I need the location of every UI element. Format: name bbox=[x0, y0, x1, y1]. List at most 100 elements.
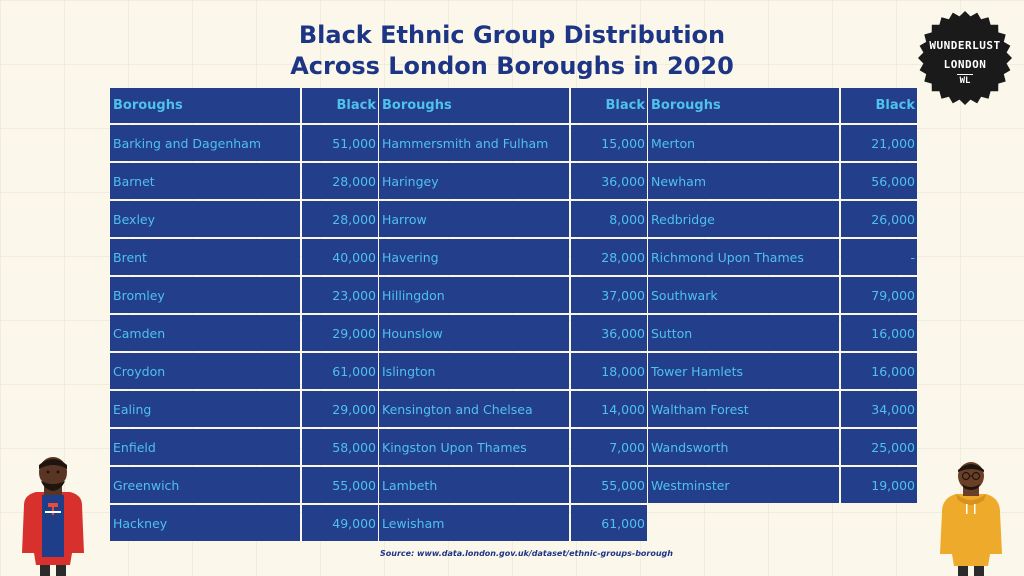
logo-mark: WL bbox=[959, 76, 971, 86]
table-header-row: Boroughs Black bbox=[110, 88, 378, 123]
borough-name: Newham bbox=[648, 163, 839, 199]
borough-name: Kingston Upon Thames bbox=[379, 429, 569, 465]
borough-name: Sutton bbox=[648, 315, 839, 351]
black-population-value: 56,000 bbox=[841, 163, 917, 199]
table-row: Greenwich 55,000 bbox=[110, 467, 378, 503]
borough-name: Barnet bbox=[110, 163, 300, 199]
black-population-value: 23,000 bbox=[302, 277, 378, 313]
black-population-value: 21,000 bbox=[841, 125, 917, 161]
column-header-black: Black bbox=[302, 88, 378, 123]
borough-name: Wandsworth bbox=[648, 429, 839, 465]
borough-name: Enfield bbox=[110, 429, 300, 465]
table-row: Brent 40,000 bbox=[110, 239, 378, 275]
borough-name: Croydon bbox=[110, 353, 300, 389]
table-row: Tower Hamlets 16,000 bbox=[648, 353, 917, 389]
borough-name: Islington bbox=[379, 353, 569, 389]
table-row: Hammersmith and Fulham 15,000 bbox=[379, 125, 647, 161]
borough-table-2: Boroughs Black Hammersmith and Fulham 15,00… bbox=[377, 86, 649, 543]
borough-name: Camden bbox=[110, 315, 300, 351]
column-header-boroughs: Boroughs bbox=[110, 88, 300, 123]
borough-name: Westminster bbox=[648, 467, 839, 503]
black-population-value: 49,000 bbox=[302, 505, 378, 541]
borough-name: Lambeth bbox=[379, 467, 569, 503]
black-population-value: 14,000 bbox=[571, 391, 647, 427]
borough-table-3: Boroughs Black Merton 21,000 Newham 56,000 Red… bbox=[646, 86, 919, 505]
black-population-value: 58,000 bbox=[302, 429, 378, 465]
black-population-value: 40,000 bbox=[302, 239, 378, 275]
black-population-value: 26,000 bbox=[841, 201, 917, 237]
borough-table-1: Boroughs Black Barking and Dagenham 51,000 B… bbox=[108, 86, 380, 543]
borough-name: Havering bbox=[379, 239, 569, 275]
black-population-value: 55,000 bbox=[302, 467, 378, 503]
borough-name: Richmond Upon Thames bbox=[648, 239, 839, 275]
black-population-value: 25,000 bbox=[841, 429, 917, 465]
logo-divider bbox=[957, 74, 973, 75]
borough-name: Southwark bbox=[648, 277, 839, 313]
logo-badge-icon bbox=[918, 11, 1012, 105]
borough-name: Waltham Forest bbox=[648, 391, 839, 427]
table-row: Lewisham 61,000 bbox=[379, 505, 647, 541]
black-population-value: 8,000 bbox=[571, 201, 647, 237]
table-row: Wandsworth 25,000 bbox=[648, 429, 917, 465]
page-title: Black Ethnic Group Distribution Across L… bbox=[212, 20, 812, 82]
black-population-value: 28,000 bbox=[302, 201, 378, 237]
table-row: Waltham Forest 34,000 bbox=[648, 391, 917, 427]
black-population-value: 61,000 bbox=[571, 505, 647, 541]
table-row: Kingston Upon Thames 7,000 bbox=[379, 429, 647, 465]
borough-name: Merton bbox=[648, 125, 839, 161]
table-header-row: Boroughs Black bbox=[648, 88, 917, 123]
table-row: Kensington and Chelsea 14,000 bbox=[379, 391, 647, 427]
black-population-value: 61,000 bbox=[302, 353, 378, 389]
table-row: Islington 18,000 bbox=[379, 353, 647, 389]
table-row: Haringey 36,000 bbox=[379, 163, 647, 199]
table-row: Richmond Upon Thames - bbox=[648, 239, 917, 275]
table-row: Sutton 16,000 bbox=[648, 315, 917, 351]
black-population-value: 15,000 bbox=[571, 125, 647, 161]
column-header-black: Black bbox=[571, 88, 647, 123]
borough-name: Kensington and Chelsea bbox=[379, 391, 569, 427]
black-population-value: 18,000 bbox=[571, 353, 647, 389]
black-population-value: 36,000 bbox=[571, 315, 647, 351]
borough-name: Brent bbox=[110, 239, 300, 275]
table-row: Croydon 61,000 bbox=[110, 353, 378, 389]
table-row: Redbridge 26,000 bbox=[648, 201, 917, 237]
borough-name: Hammersmith and Fulham bbox=[379, 125, 569, 161]
black-population-value: 29,000 bbox=[302, 315, 378, 351]
table-row: Lambeth 55,000 bbox=[379, 467, 647, 503]
table-row: Westminster 19,000 bbox=[648, 467, 917, 503]
borough-name: Redbridge bbox=[648, 201, 839, 237]
black-population-value: 34,000 bbox=[841, 391, 917, 427]
table-row: Bexley 28,000 bbox=[110, 201, 378, 237]
black-population-value: 28,000 bbox=[571, 239, 647, 275]
table-row: Southwark 79,000 bbox=[648, 277, 917, 313]
borough-name: Hackney bbox=[110, 505, 300, 541]
table-row: Newham 56,000 bbox=[648, 163, 917, 199]
borough-name: Barking and Dagenham bbox=[110, 125, 300, 161]
borough-name: Tower Hamlets bbox=[648, 353, 839, 389]
table-header-row: Boroughs Black bbox=[379, 88, 647, 123]
table-row: Camden 29,000 bbox=[110, 315, 378, 351]
black-population-value: 36,000 bbox=[571, 163, 647, 199]
borough-name: Lewisham bbox=[379, 505, 569, 541]
source-note: Source: www.data.london.gov.uk/dataset/e… bbox=[380, 549, 673, 558]
wunderlust-london-logo: WUNDERLUST LONDON WL bbox=[917, 10, 1013, 106]
title-line-1: Black Ethnic Group Distribution bbox=[298, 21, 726, 49]
table-row: Hackney 49,000 bbox=[110, 505, 378, 541]
column-header-boroughs: Boroughs bbox=[379, 88, 569, 123]
table-row: Ealing 29,000 bbox=[110, 391, 378, 427]
table-row: Barnet 28,000 bbox=[110, 163, 378, 199]
borough-name: Harrow bbox=[379, 201, 569, 237]
title-line-2: Across London Boroughs in 2020 bbox=[290, 52, 734, 80]
logo-text: WUNDERLUST LONDON bbox=[917, 36, 1013, 74]
borough-name: Greenwich bbox=[110, 467, 300, 503]
black-population-value: 19,000 bbox=[841, 467, 917, 503]
black-population-value: 37,000 bbox=[571, 277, 647, 313]
borough-name: Hounslow bbox=[379, 315, 569, 351]
black-population-value: 7,000 bbox=[571, 429, 647, 465]
borough-name: Bromley bbox=[110, 277, 300, 313]
table-row: Hillingdon 37,000 bbox=[379, 277, 647, 313]
borough-name: Hillingdon bbox=[379, 277, 569, 313]
table-row: Enfield 58,000 bbox=[110, 429, 378, 465]
table-row: Hounslow 36,000 bbox=[379, 315, 647, 351]
table-row: Bromley 23,000 bbox=[110, 277, 378, 313]
